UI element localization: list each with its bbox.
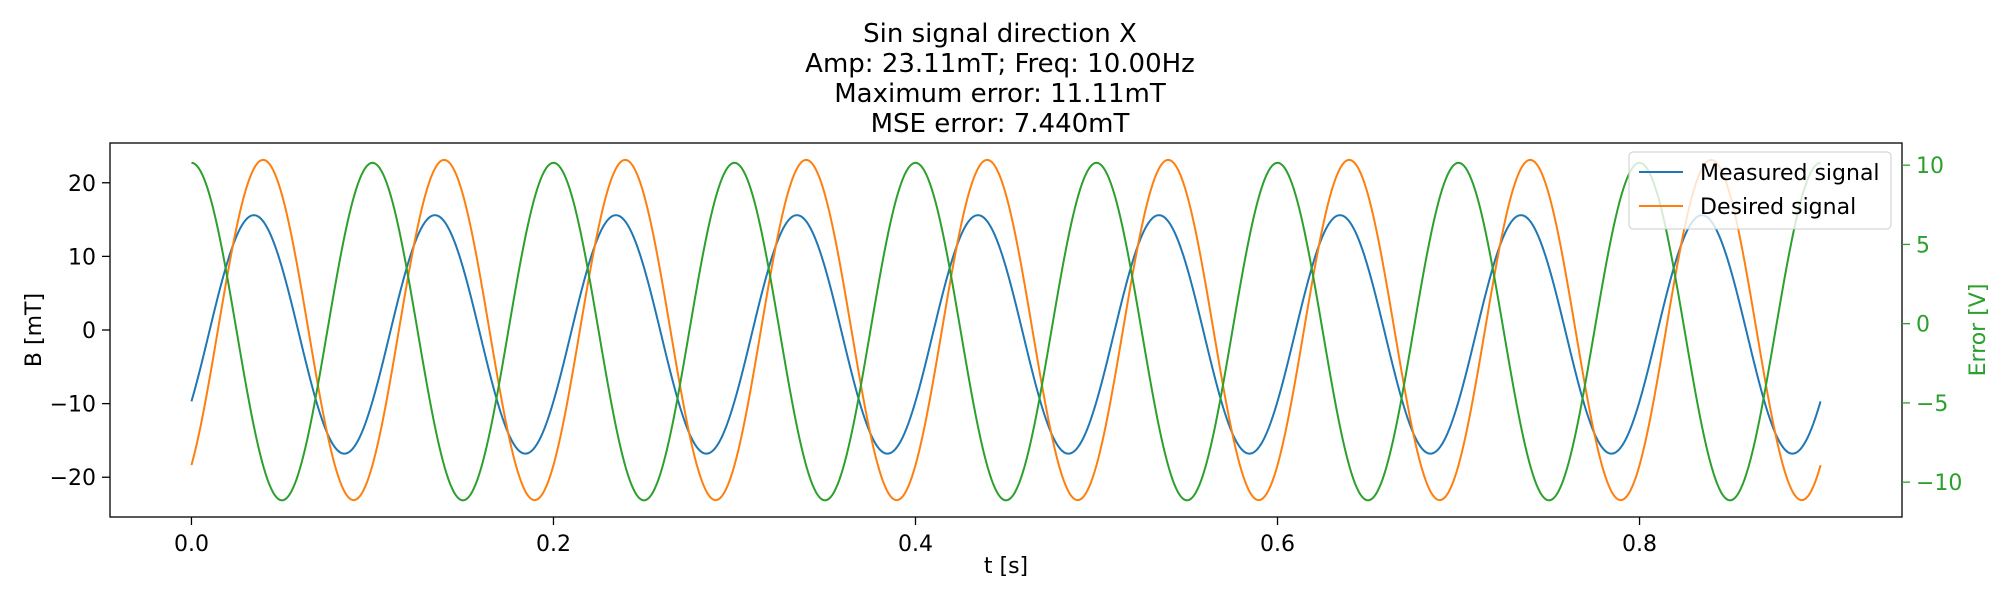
- series-traces: [190, 158, 1822, 502]
- y-axis-right: 10 5 0 −5 −10: [1902, 154, 1962, 496]
- series-line-desired: [190, 158, 1822, 502]
- x-tick-label: 0.0: [174, 532, 209, 557]
- chart-title-line-1: Sin signal direction X: [863, 19, 1137, 49]
- x-axis-label: t [s]: [984, 554, 1028, 579]
- y-tick-label: 20: [68, 172, 96, 197]
- y-axis-left: 20 10 0 −10 −20: [50, 172, 110, 491]
- x-axis: 0.0 0.2 0.4 0.6 0.8: [174, 517, 1657, 557]
- x-tick-label: 0.4: [898, 532, 933, 557]
- legend: Measured signal Desired signal: [1628, 151, 1892, 230]
- legend-label-measured: Measured signal: [1700, 161, 1880, 186]
- chart-title-line-4: MSE error: 7.440mT: [870, 109, 1130, 139]
- y-axis-label: B [mT]: [22, 293, 47, 367]
- y-tick-label: −10: [50, 393, 96, 418]
- y2-tick-label: 10: [1916, 154, 1944, 179]
- series-line-measured: [190, 214, 1822, 455]
- series-line-error: [191, 161, 1821, 502]
- chart-title-line-3: Maximum error: 11.11mT: [834, 79, 1166, 109]
- legend-box: [1628, 151, 1892, 230]
- x-tick-label: 0.2: [536, 532, 571, 557]
- y-tick-label: 10: [68, 245, 96, 270]
- x-tick-label: 0.6: [1260, 532, 1295, 557]
- y2-tick-label: −10: [1916, 471, 1962, 496]
- y-tick-label: −20: [50, 466, 96, 491]
- chart-title-line-2: Amp: 23.11mT; Freq: 10.00Hz: [805, 49, 1195, 79]
- y2-tick-label: −5: [1916, 392, 1948, 417]
- y-tick-label: 0: [82, 319, 96, 344]
- legend-label-desired: Desired signal: [1700, 195, 1856, 220]
- x-tick-label: 0.8: [1622, 532, 1657, 557]
- y2-tick-label: 0: [1916, 313, 1930, 338]
- right-axis-label: Error [V]: [1966, 284, 1991, 377]
- y2-tick-label: 5: [1916, 233, 1930, 258]
